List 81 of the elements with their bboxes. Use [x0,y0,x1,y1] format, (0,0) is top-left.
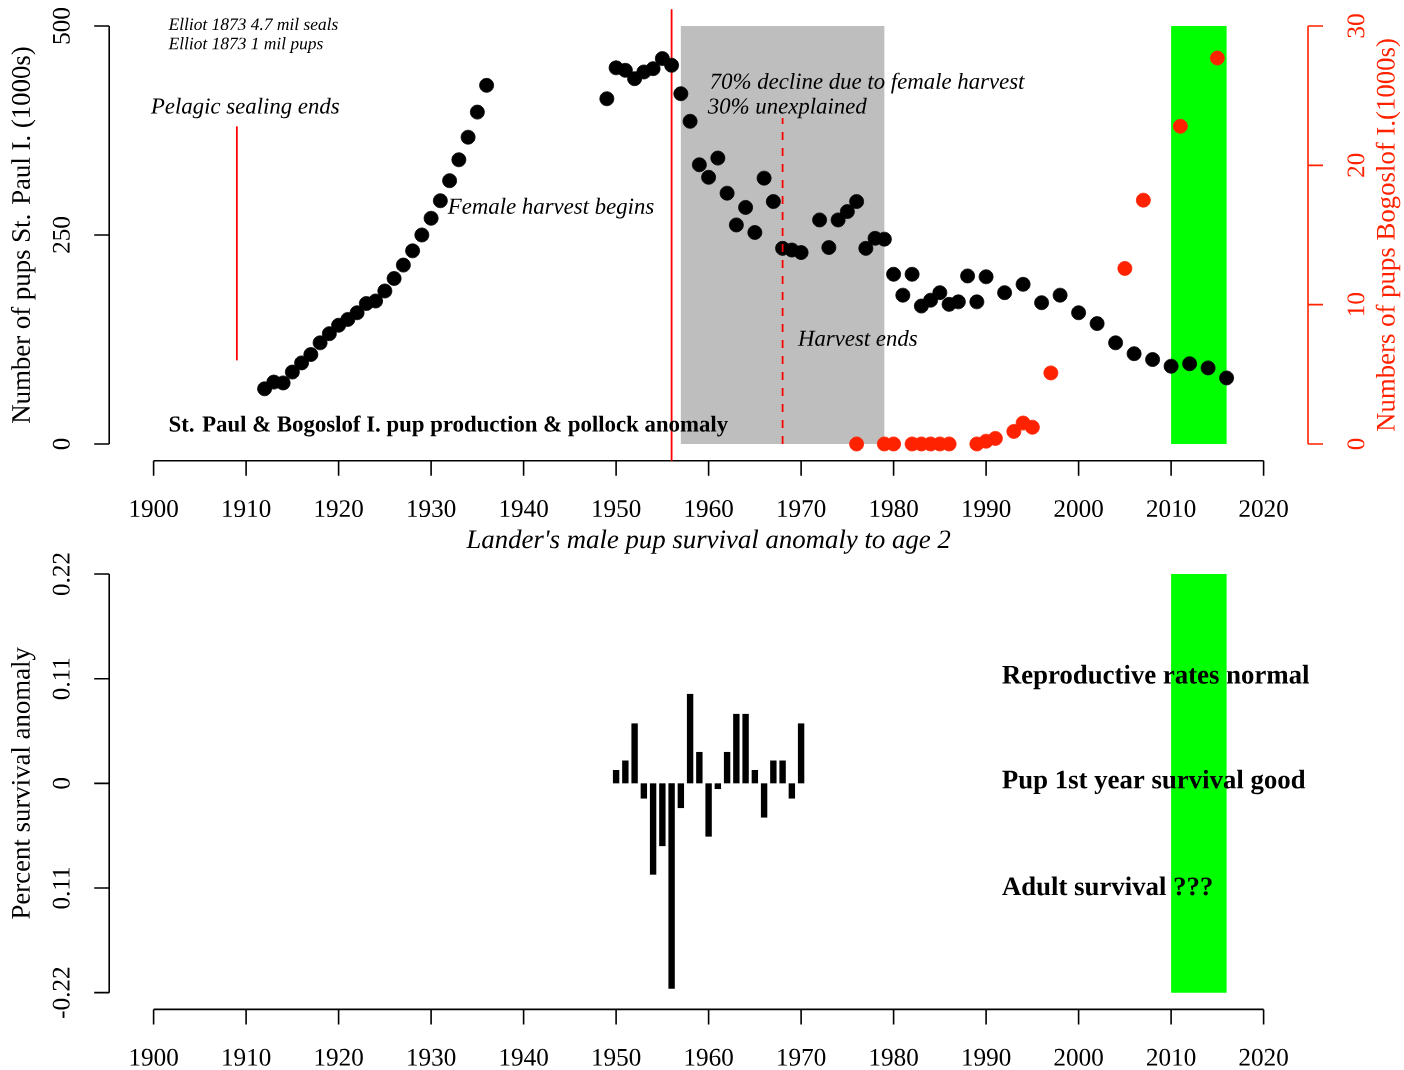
point [886,436,902,452]
bar [649,783,657,875]
y2-axis-title: Numbers of pups Bogoslof I.(1000s) [1375,39,1401,432]
x-tick-label: 1900 [130,1048,178,1066]
bar [668,783,675,989]
x-tick-label: 1980 [870,1048,918,1066]
bar [779,760,786,784]
x-tick-label: 1930 [408,500,456,518]
bar [770,760,777,784]
bar [733,713,740,784]
bar [723,751,731,784]
x-tick-label: 2020 [1239,1048,1288,1066]
bar [714,783,722,790]
y2-tick-label: 0 [1347,438,1365,450]
y2-tick-label: 30 [1347,14,1365,38]
point [1117,261,1133,276]
x-tick-label: 1910 [223,1048,271,1066]
x-tick-label: 1970 [778,1048,826,1066]
bar [686,693,694,784]
bar [659,783,666,847]
point [849,436,865,452]
x-tick-label: 2010 [1147,1048,1196,1066]
annotation: Elliot 1873 4.7 mil seals [168,17,338,31]
bar [640,783,648,799]
bar [760,783,768,818]
y-tick-label: 0 [52,438,70,450]
y-tick-label: -0.22 [52,967,70,1018]
x-tick-label: 1940 [500,1048,548,1066]
annotation: Pelagic sealing ends [150,97,339,119]
annotation: 30% unexplained [707,97,867,119]
bar [797,723,805,784]
x-tick-label: 2020 [1239,500,1288,518]
chart-title: Lander's male pup survival anomaly to age 2 [466,529,951,554]
x-tick-label: 1920 [315,1048,363,1066]
x-tick-label: 1960 [685,1048,733,1066]
bar [742,713,749,784]
x-tick-label: 1950 [593,500,641,518]
x-tick-label: 2000 [1054,1048,1103,1066]
y-tick-label: 0.11 [52,658,70,700]
bar [677,783,685,809]
bar [631,723,638,784]
annotation: Elliot 1873 1 mil pups [168,37,323,53]
x-tick-label: 1990 [963,1048,1011,1066]
x-tick-label: 1980 [870,500,918,518]
y-tick-label: 500 [52,8,70,44]
x-tick-label: 1970 [778,500,826,518]
bar [622,760,629,784]
y-tick-label: 250 [52,217,70,253]
x-tick-label: 1910 [223,500,271,518]
point [1172,118,1188,134]
x-tick-label: 1900 [130,500,178,518]
x-tick-label: 1960 [685,500,733,518]
x-tick-label: 1940 [500,500,548,518]
y-tick-label: 0.22 [52,553,70,596]
ref-line-label: Female harvest begins [447,197,654,219]
point [1135,192,1151,208]
x-tick-label: 1950 [593,1048,641,1066]
bar [751,770,759,784]
point [1024,419,1040,435]
x-tick-label: 1990 [963,500,1011,518]
annotation: Adult survival ??? [1002,876,1212,896]
bar [696,751,703,784]
x-tick-label: 2000 [1054,500,1103,518]
bar [705,783,712,837]
y-tick-label: 0.11 [52,867,70,909]
y-axis-title: Percent survival anomaly [11,647,36,919]
point [987,431,1003,446]
bar [788,783,796,799]
x-tick-label: 1920 [315,500,363,518]
y2-tick-label: 20 [1347,153,1365,177]
x-tick-label: 1930 [408,1048,456,1066]
y-tick-label: 0 [52,778,70,789]
y2-tick-label: 10 [1347,293,1365,316]
annotation: 70% decline due to female harvest [711,72,1025,94]
annotation: Harvest ends [797,329,917,347]
bar [612,770,620,784]
point [1006,424,1022,439]
point [1209,50,1225,66]
x-tick-label: 2010 [1147,500,1196,518]
point [1043,365,1059,381]
y-axis-title: Number of pups St. Paul I. (1000s) [10,47,36,423]
